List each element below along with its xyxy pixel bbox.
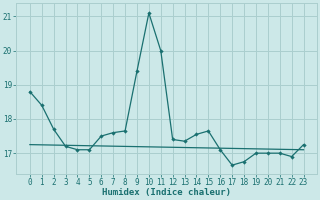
X-axis label: Humidex (Indice chaleur): Humidex (Indice chaleur) <box>102 188 231 197</box>
